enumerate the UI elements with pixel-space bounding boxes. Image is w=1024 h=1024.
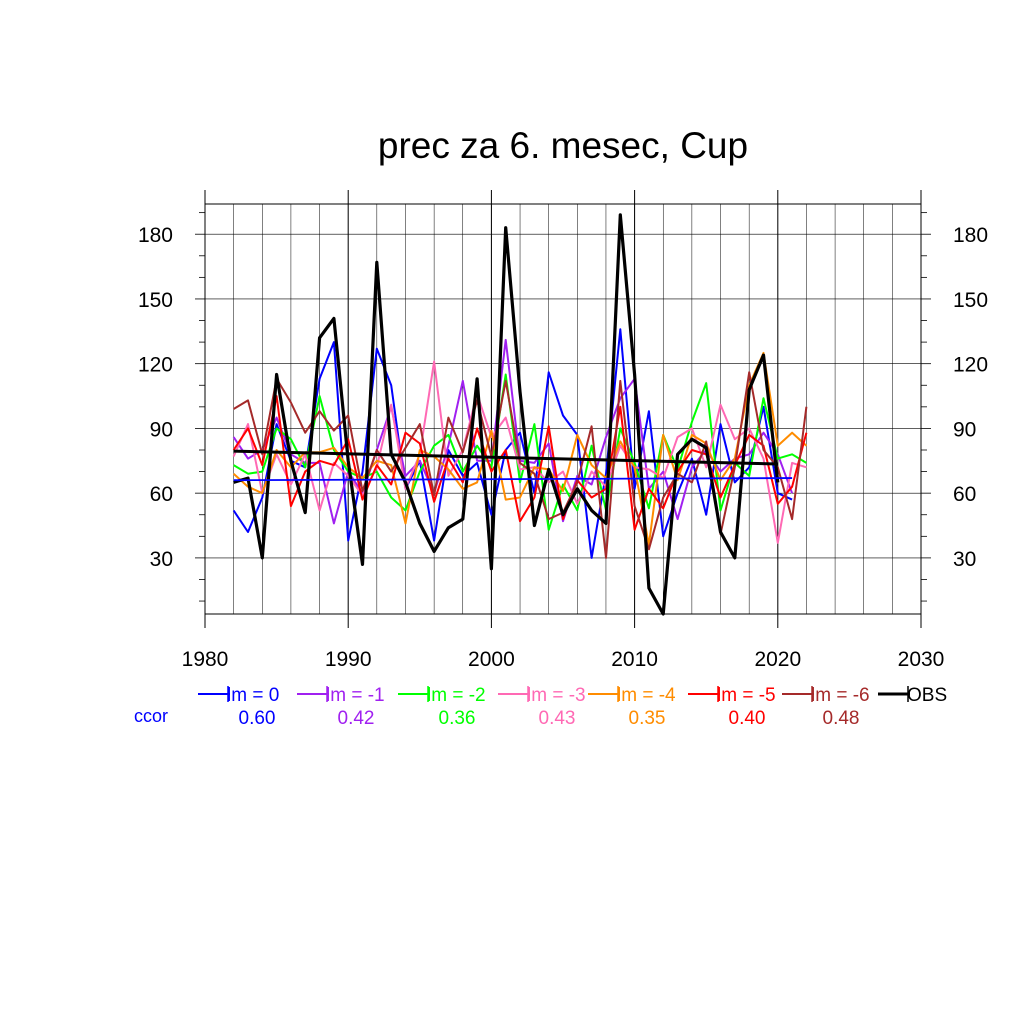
y-tick-label-left: 180 <box>138 224 173 247</box>
legend-ccor-value: 0.60 <box>239 708 276 729</box>
legend-label: lm = -2 <box>427 685 486 706</box>
legend-label: lm = -5 <box>717 685 776 706</box>
x-tick-label: 2030 <box>898 648 945 671</box>
x-tick-label: 1980 <box>182 648 229 671</box>
ccor-label: ccor <box>134 706 168 726</box>
x-tick-label: 2020 <box>754 648 801 671</box>
trend-line <box>233 449 778 466</box>
y-tick-label-left: 120 <box>138 354 173 377</box>
legend-label: lm = -6 <box>811 685 870 706</box>
series-line <box>233 213 780 616</box>
y-tick-label-left: 90 <box>150 418 173 441</box>
y-tick-label-right: 120 <box>953 354 988 377</box>
y-tick-label-left: 30 <box>150 548 173 571</box>
chart-title: prec za 6. mesec, Cup <box>378 125 748 166</box>
legend-label: lm = 0 <box>227 685 279 706</box>
legend-label: lm = -4 <box>617 685 676 706</box>
legend-ccor-value: 0.48 <box>823 708 860 729</box>
x-tick-label: 2010 <box>611 648 658 671</box>
series-line <box>232 360 807 544</box>
series-line <box>232 338 794 525</box>
axis-ticks <box>195 212 931 602</box>
x-tick-label: 2000 <box>468 648 515 671</box>
y-tick-label-left: 60 <box>150 483 173 506</box>
y-tick-label-right: 150 <box>953 289 988 312</box>
legend-ccor-value: 0.36 <box>439 708 476 729</box>
y-tick-label-left: 150 <box>138 289 173 312</box>
y-tick-label-right: 30 <box>953 548 976 571</box>
y-tick-label-right: 180 <box>953 224 988 247</box>
x-tick-label: 1990 <box>325 648 372 671</box>
legend-ccor-value: 0.43 <box>539 708 576 729</box>
plot-frame <box>204 203 922 615</box>
legend-label: OBS <box>907 685 947 706</box>
legend-ccor-value: 0.40 <box>729 708 766 729</box>
legend-label: lm = -1 <box>326 685 385 706</box>
legend-ccor-value: 0.35 <box>629 708 666 729</box>
trend-line <box>233 477 793 482</box>
legend-ccor-value: 0.42 <box>338 708 375 729</box>
legend-label: lm = -3 <box>527 685 586 706</box>
series-line <box>232 351 808 546</box>
tick-labels: 30 30 60 60 90 90 120 120 150 150 180 180 1980 1990 20… <box>138 224 988 671</box>
y-tick-label-right: 60 <box>953 483 976 506</box>
plot-series <box>232 213 808 616</box>
y-tick-label-right: 90 <box>953 418 976 441</box>
series-line <box>233 373 807 531</box>
